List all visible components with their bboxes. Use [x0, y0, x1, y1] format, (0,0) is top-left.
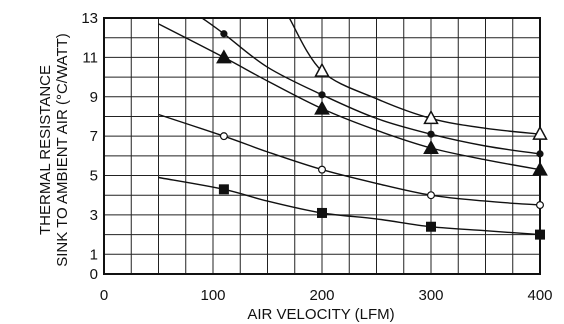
- x-axis-label: AIR VELOCITY (LFM): [247, 306, 394, 323]
- data-markers: [216, 30, 548, 240]
- x-tick-label: 400: [527, 287, 552, 304]
- data-point-filled-circle: [536, 150, 544, 158]
- data-point-filled-circle: [220, 30, 228, 38]
- y-tick-label: 1: [90, 246, 98, 263]
- series-line-filled-circle: [201, 17, 541, 155]
- y-axis-label-line-1: THERMAL RESISTANCE: [37, 65, 54, 235]
- data-point-filled-square: [426, 221, 436, 232]
- y-axis-label-line-2: SINK TO AMBIENT AIR (°C/WATT): [54, 33, 71, 267]
- data-point-filled-square: [535, 229, 545, 240]
- y-tick-label: 11: [82, 49, 98, 66]
- y-tick-label: 5: [90, 168, 98, 185]
- data-point-filled-circle: [427, 130, 435, 138]
- x-tick-label: 200: [309, 287, 334, 304]
- data-point-open-circle: [318, 165, 327, 174]
- data-point-open-circle: [427, 191, 436, 200]
- data-point-open-triangle: [314, 62, 330, 77]
- series-line-open-triangle: [288, 17, 541, 135]
- data-point-open-triangle: [423, 109, 439, 125]
- y-tick-label: 3: [90, 207, 98, 224]
- data-point-filled-triangle: [216, 49, 232, 64]
- y-tick-label: 0: [90, 266, 98, 283]
- data-point-filled-square: [317, 207, 327, 218]
- data-point-open-triangle: [532, 125, 548, 140]
- data-point-open-circle: [219, 132, 228, 141]
- data-point-filled-triangle: [532, 161, 548, 176]
- data-point-open-circle: [535, 201, 544, 210]
- x-tick-label: 0: [100, 287, 108, 304]
- y-tick-label: 7: [90, 128, 98, 145]
- y-tick-label: 9: [90, 89, 98, 106]
- y-tick-label: 13: [81, 10, 98, 27]
- x-tick-label: 300: [418, 287, 443, 304]
- data-point-filled-square: [218, 184, 229, 195]
- data-point-filled-triangle: [314, 100, 330, 115]
- x-tick-label: 100: [200, 287, 225, 304]
- data-point-filled-triangle: [423, 139, 439, 154]
- grid: [103, 17, 541, 275]
- data-point-filled-circle: [318, 91, 326, 99]
- plot-frame: [103, 17, 541, 275]
